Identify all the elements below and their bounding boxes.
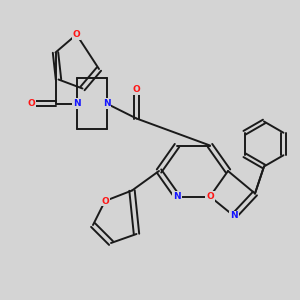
Text: N: N xyxy=(173,192,181,201)
Text: O: O xyxy=(133,85,140,94)
Text: O: O xyxy=(28,99,35,108)
Text: N: N xyxy=(103,99,110,108)
Text: N: N xyxy=(230,212,238,220)
Text: N: N xyxy=(73,99,80,108)
Text: O: O xyxy=(101,196,109,206)
Text: O: O xyxy=(73,30,80,39)
Text: O: O xyxy=(206,192,214,201)
